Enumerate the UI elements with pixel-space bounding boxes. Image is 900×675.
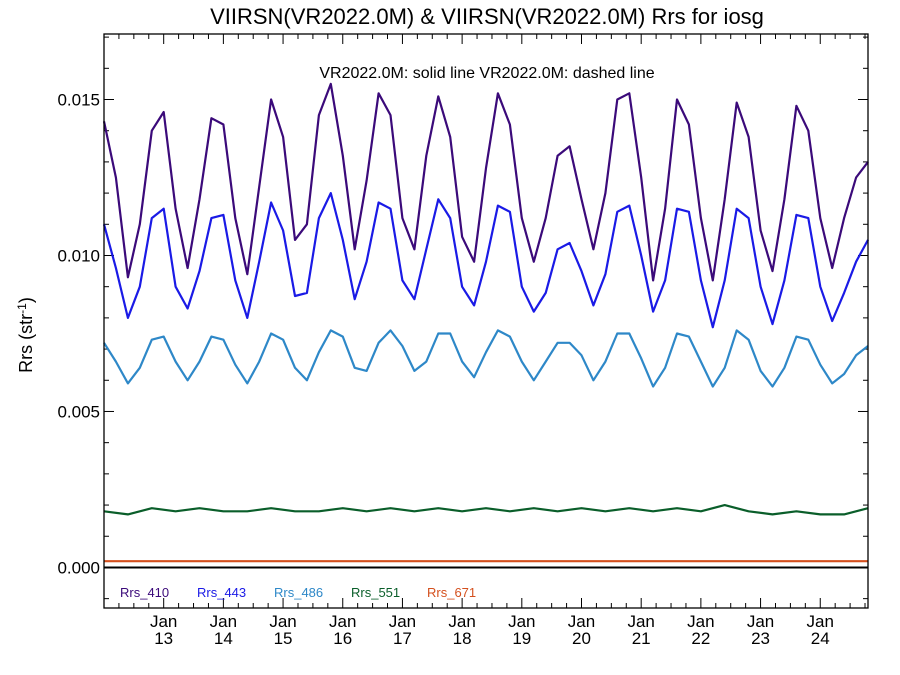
y-tick-label: 0.010 xyxy=(57,246,100,265)
series-line-rrs-443 xyxy=(102,192,869,329)
x-tick-label-day: 18 xyxy=(453,629,472,648)
x-tick-label-day: 19 xyxy=(512,629,531,648)
x-tick-label-day: 20 xyxy=(572,629,591,648)
x-tick-label-month: Jan xyxy=(807,612,834,631)
x-tick-label-month: Jan xyxy=(269,612,296,631)
x-tick-label-month: Jan xyxy=(150,612,177,631)
x-tick-label-month: Jan xyxy=(389,612,416,631)
x-tick-label-month: Jan xyxy=(508,612,535,631)
x-tick-label-day: 16 xyxy=(333,629,352,648)
series-layer xyxy=(102,82,869,563)
x-tick-label-month: Jan xyxy=(210,612,237,631)
y-tick-label: 0.000 xyxy=(57,558,100,577)
plot-frame xyxy=(103,33,869,609)
x-tick-label-month: Jan xyxy=(687,612,714,631)
series-line-rrs-410 xyxy=(102,82,869,282)
x-tick-label-month: Jan xyxy=(627,612,654,631)
legend: Rrs_410 Rrs_443 Rrs_486 Rrs_551 Rrs_671 xyxy=(120,585,476,600)
legend-entry: Rrs_443 xyxy=(197,585,246,600)
x-tick-label-month: Jan xyxy=(448,612,475,631)
x-tick-label-day: 24 xyxy=(811,629,830,648)
x-tick-label-day: 15 xyxy=(274,629,293,648)
x-tick-label-day: 23 xyxy=(751,629,770,648)
legend-entry: Rrs_410 xyxy=(120,585,169,600)
x-tick-label-day: 17 xyxy=(393,629,412,648)
chart-title: VIIRSN(VR2022.0M) & VIIRSN(VR2022.0M) Rr… xyxy=(210,4,764,29)
legend-entry: Rrs_486 xyxy=(274,585,323,600)
y-tick-label: 0.015 xyxy=(57,91,100,110)
x-tick-label-month: Jan xyxy=(747,612,774,631)
y-tick-label: 0.005 xyxy=(57,402,100,421)
series-line-rrs-551 xyxy=(103,504,869,516)
legend-entry: Rrs_551 xyxy=(351,585,400,600)
y-axis-label: Rrs (str-1) xyxy=(15,297,36,373)
axes: 0.0000.0050.0100.015Jan13Jan14Jan15Jan16… xyxy=(57,34,868,648)
line-style-annotation: VR2022.0M: solid line VR2022.0M: dashed … xyxy=(319,65,654,82)
legend-entry: Rrs_671 xyxy=(427,585,476,600)
x-tick-label-day: 14 xyxy=(214,629,233,648)
x-tick-label-month: Jan xyxy=(329,612,356,631)
x-tick-label-day: 22 xyxy=(691,629,710,648)
series-line-rrs-486 xyxy=(103,329,869,388)
x-tick-label-day: 21 xyxy=(632,629,651,648)
x-tick-label-day: 13 xyxy=(154,629,173,648)
x-tick-label-month: Jan xyxy=(568,612,595,631)
